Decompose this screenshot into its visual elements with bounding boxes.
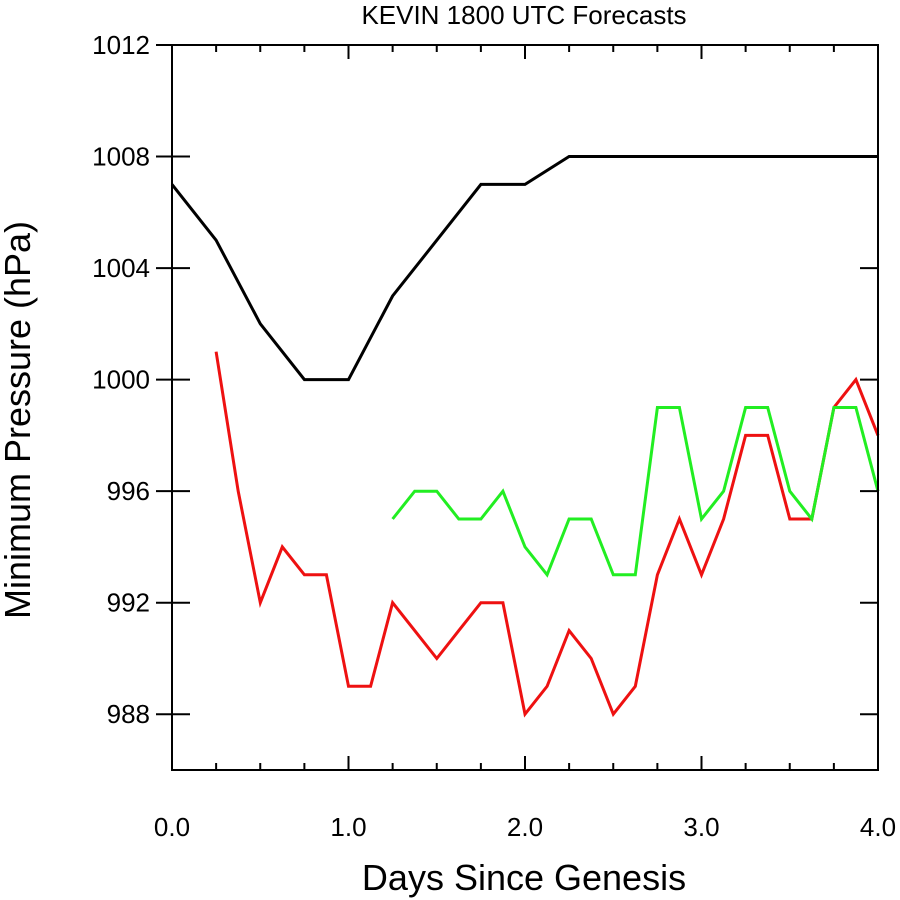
x-axis-title: Days Since Genesis [362,857,686,898]
chart-title: KEVIN 1800 UTC Forecasts [361,0,686,30]
series-line-2 [214,351,880,718]
series-line-3 [391,406,880,578]
y-tick-label: 1012 [92,30,150,60]
plot-frame [171,44,879,771]
series-line-1 [170,155,878,382]
y-tick-label: 996 [107,476,150,506]
y-axis: 988 992 996 1000 1004 1008 1012 [92,30,878,729]
y-axis-title: Minimum Pressure (hPa) [0,221,38,619]
x-tick-label: 3.0 [683,812,719,842]
y-tick-label: 1008 [92,142,150,172]
x-axis: 0.0 1.0 2.0 3.0 4.0 [154,45,896,842]
y-tick-label: 1004 [92,253,150,283]
x-tick-label: 4.0 [860,812,896,842]
x-tick-label: 1.0 [330,812,366,842]
y-tick-label: 1000 [92,365,150,395]
x-tick-label: 0.0 [154,812,190,842]
plot-lines [170,155,880,718]
x-tick-label: 2.0 [507,812,543,842]
y-tick-label: 988 [107,699,150,729]
y-tick-label: 992 [107,588,150,618]
